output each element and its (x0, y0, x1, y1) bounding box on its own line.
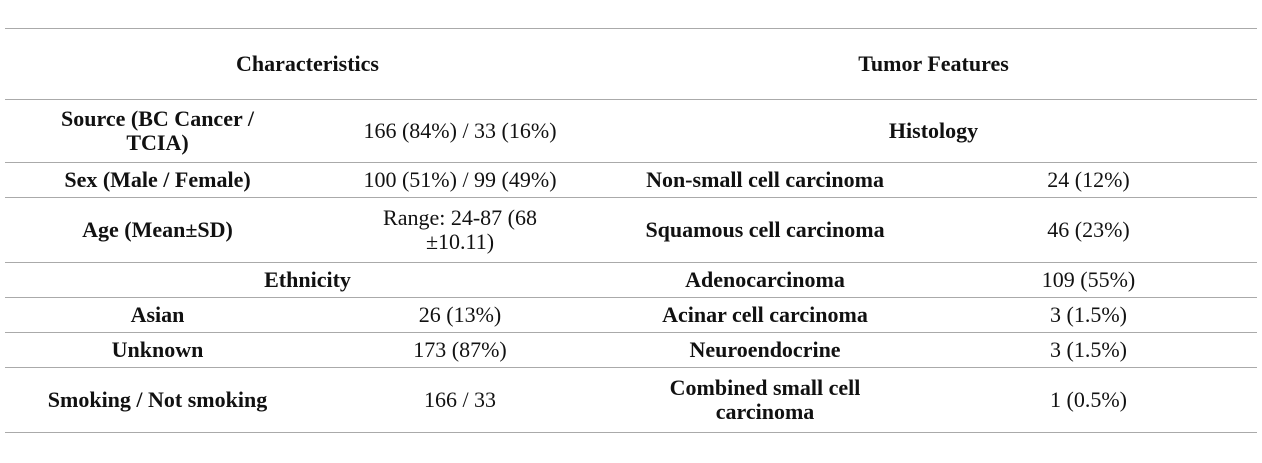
value-cell: 100 (51%) / 99 (49%) (310, 162, 611, 198)
value-cell: 26 (13%) (310, 297, 611, 333)
row: Asian 26 (13%) Acinar cell carcinoma 3 (… (5, 297, 1258, 333)
label-cell: Adenocarcinoma (610, 262, 921, 298)
row: Source (BC Cancer / TCIA) 166 (84%) / 33… (5, 99, 1258, 163)
row: Age (Mean±SD) Range: 24-87 (68 ±10.11) S… (5, 197, 1258, 263)
header-cell: Tumor Features (610, 28, 1258, 100)
row: Ethnicity Adenocarcinoma 109 (55%) (5, 262, 1258, 298)
label-cell: Unknown (5, 332, 310, 368)
section-cell: Histology (610, 99, 1258, 163)
label-cell: Squamous cell carcinoma (610, 197, 921, 263)
label-cell: Acinar cell carcinoma (610, 297, 921, 333)
label-cell: Age (Mean±SD) (5, 197, 310, 263)
value-cell: 173 (87%) (310, 332, 611, 368)
label-cell: Asian (5, 297, 310, 333)
label-cell: Source (BC Cancer / TCIA) (5, 99, 310, 163)
value-cell: 46 (23%) (920, 197, 1258, 263)
row: Unknown 173 (87%) Neuroendocrine 3 (1.5%… (5, 332, 1258, 368)
value-cell: Range: 24-87 (68 ±10.11) (310, 197, 611, 263)
value-cell: 24 (12%) (920, 162, 1258, 198)
value-cell: 1 (0.5%) (920, 367, 1258, 433)
header-row: Characteristics Tumor Features (5, 28, 1258, 100)
header-cell: Characteristics (5, 28, 611, 100)
label-cell: Combined small cell carcinoma (610, 367, 921, 433)
value-cell: 166 (84%) / 33 (16%) (310, 99, 611, 163)
row: Sex (Male / Female) 100 (51%) / 99 (49%)… (5, 162, 1258, 198)
data-table: Characteristics Tumor Features Source (B… (5, 28, 1258, 433)
value-cell: 3 (1.5%) (920, 332, 1258, 368)
label-cell: Neuroendocrine (610, 332, 921, 368)
value-cell: 109 (55%) (920, 262, 1258, 298)
label-cell: Sex (Male / Female) (5, 162, 310, 198)
section-cell: Ethnicity (5, 262, 611, 298)
value-cell: 3 (1.5%) (920, 297, 1258, 333)
value-cell: 166 / 33 (310, 367, 611, 433)
label-cell: Smoking / Not smoking (5, 367, 310, 433)
label-cell: Non-small cell carcinoma (610, 162, 921, 198)
row: Smoking / Not smoking 166 / 33 Combined … (5, 367, 1258, 433)
